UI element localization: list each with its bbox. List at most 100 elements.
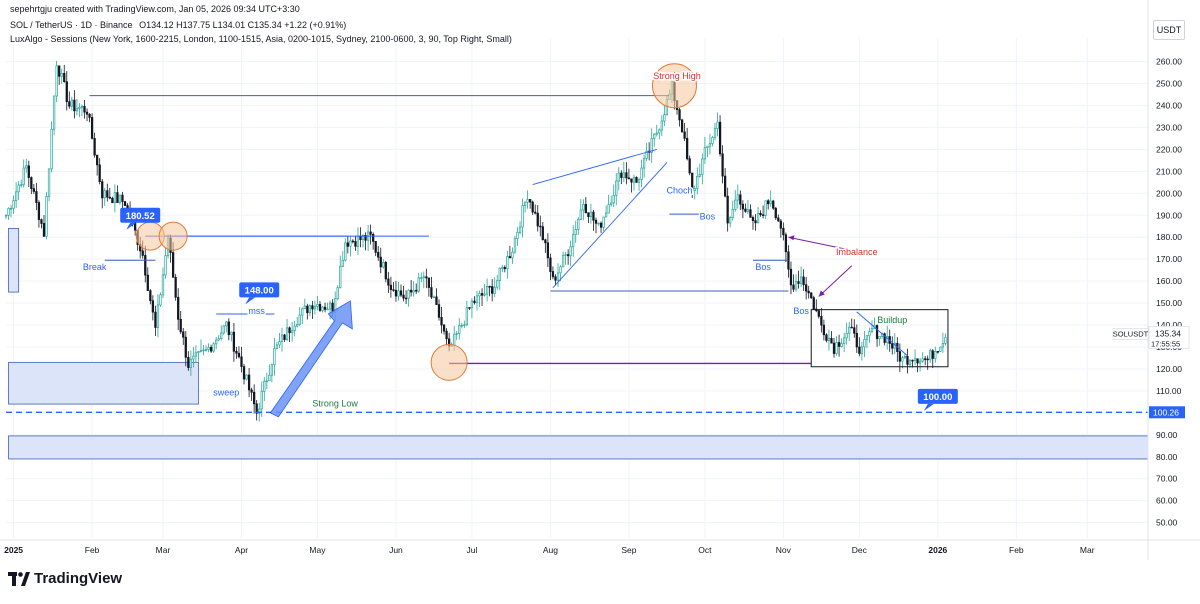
candle-body bbox=[691, 172, 694, 191]
candle-body bbox=[407, 289, 410, 299]
candle-body bbox=[382, 262, 385, 268]
candle-body bbox=[711, 137, 714, 145]
candle-body bbox=[863, 339, 866, 348]
candle-body bbox=[513, 238, 517, 253]
candle-body bbox=[718, 121, 722, 155]
candle-body bbox=[777, 217, 780, 222]
candle-body bbox=[415, 289, 418, 292]
candle-body bbox=[817, 310, 820, 317]
candle-body bbox=[794, 281, 798, 290]
candle-body bbox=[498, 268, 501, 281]
candle-body bbox=[939, 346, 942, 352]
candle-body bbox=[536, 212, 539, 227]
candle-body bbox=[506, 256, 509, 270]
candle-body bbox=[523, 201, 527, 206]
author-line: sepehrtgju created with TradingView.com,… bbox=[10, 4, 300, 14]
price-axis-label: 90.00 bbox=[1156, 430, 1178, 440]
price-axis-label: 110.00 bbox=[1156, 386, 1182, 396]
footer-brand[interactable]: TradingView bbox=[8, 570, 122, 587]
candle-body bbox=[298, 314, 301, 325]
candle-body bbox=[73, 99, 76, 112]
candle-body bbox=[392, 289, 395, 291]
price-flag-text: 180.52 bbox=[126, 211, 155, 222]
candle-body bbox=[620, 172, 623, 178]
candle-body bbox=[529, 199, 532, 203]
chart-label: Bos bbox=[700, 212, 716, 222]
candle-body bbox=[37, 202, 41, 220]
candle-body bbox=[820, 315, 823, 326]
candle-body bbox=[617, 172, 620, 182]
candle-body bbox=[65, 81, 68, 103]
candle-body bbox=[40, 219, 43, 224]
time-axis-label: Jul bbox=[466, 545, 477, 555]
time-axis-label: Sep bbox=[621, 545, 636, 555]
candle-body bbox=[903, 355, 907, 359]
candle-body bbox=[756, 212, 760, 224]
candle-body bbox=[526, 199, 529, 203]
candle-body bbox=[397, 290, 400, 297]
candle-body bbox=[204, 349, 208, 351]
price-axis-label: 180.00 bbox=[1156, 232, 1182, 242]
candle-body bbox=[341, 259, 344, 267]
candle-body bbox=[80, 105, 84, 108]
candle-body bbox=[501, 267, 504, 269]
candle-body bbox=[364, 235, 367, 241]
candle-body bbox=[296, 324, 299, 327]
candle-body bbox=[546, 242, 550, 259]
candle-body bbox=[478, 293, 481, 297]
candle-body bbox=[197, 351, 200, 354]
symbol-line[interactable]: SOL / TetherUS · 1D · Binance bbox=[10, 20, 133, 30]
candle-body bbox=[174, 277, 177, 298]
candle-body bbox=[432, 296, 436, 299]
candle-body bbox=[473, 300, 476, 303]
candle-body bbox=[521, 205, 524, 228]
price-axis-label: 240.00 bbox=[1156, 100, 1182, 110]
candle-body bbox=[493, 286, 496, 294]
candle-body bbox=[734, 199, 737, 210]
candle-body bbox=[63, 72, 66, 83]
candle-body bbox=[268, 374, 271, 382]
candle-body bbox=[837, 342, 841, 347]
candle-body bbox=[161, 274, 165, 296]
candle-body bbox=[539, 225, 542, 228]
candle-body bbox=[703, 147, 707, 160]
candle-body bbox=[754, 220, 757, 224]
candle-body bbox=[696, 176, 699, 189]
candle-body bbox=[288, 327, 291, 334]
candle-body bbox=[101, 181, 104, 199]
candle-body bbox=[356, 235, 360, 247]
candle-body bbox=[865, 335, 869, 340]
price-flag-text: 100.00 bbox=[923, 392, 952, 403]
time-axis-label: Feb bbox=[85, 545, 100, 555]
tradingview-logo-icon bbox=[8, 571, 30, 586]
candle-body bbox=[387, 278, 390, 286]
price-flag-pointer bbox=[245, 297, 256, 305]
candle-body bbox=[554, 276, 557, 281]
indicator-line[interactable]: LuxAlgo - Sessions (New York, 1600-2215,… bbox=[10, 34, 512, 44]
candle-body bbox=[437, 304, 441, 318]
demand-zone bbox=[8, 435, 1149, 460]
candle-body bbox=[610, 202, 613, 205]
currency-button[interactable]: USDT bbox=[1153, 20, 1185, 40]
last-price-text: 135.34 bbox=[1155, 328, 1181, 338]
candle-body bbox=[215, 339, 218, 345]
candle-body bbox=[194, 352, 198, 357]
candle-body bbox=[377, 251, 380, 258]
candle-body bbox=[118, 194, 122, 203]
candle-body bbox=[240, 356, 243, 367]
candle-body bbox=[321, 306, 324, 311]
candle-body bbox=[810, 292, 813, 299]
candle-body bbox=[336, 287, 339, 300]
candle-body bbox=[860, 346, 864, 354]
candle-body bbox=[354, 241, 357, 247]
chart-label: Buildup bbox=[877, 315, 907, 325]
candle-body bbox=[154, 311, 157, 328]
price-flag-box bbox=[239, 282, 280, 298]
candle-body bbox=[531, 201, 534, 213]
candle-body bbox=[55, 65, 58, 97]
wedge-lower-line bbox=[552, 162, 668, 289]
candle-body bbox=[412, 289, 415, 293]
candle-body bbox=[217, 338, 220, 341]
